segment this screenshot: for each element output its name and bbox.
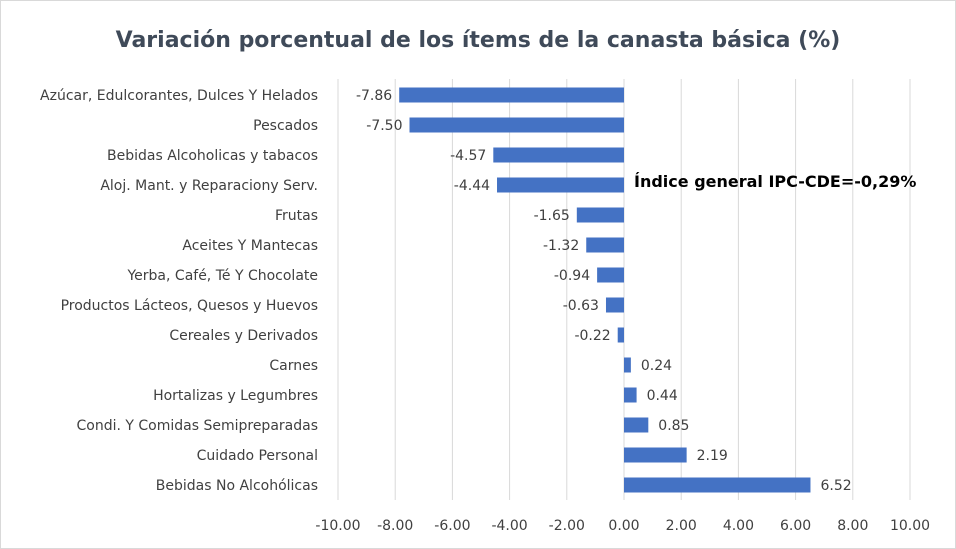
data-label: -0.63: [563, 298, 599, 314]
data-labels: -7.86 -7.50 -4.57 -4.44 -1.65 -1.32 -0.94 -0.63…: [356, 88, 852, 494]
bar: [576, 207, 624, 223]
bars: [399, 87, 811, 493]
category-labels: Azúcar, Edulcorantes, Dulces Y Helados Pe…: [40, 88, 318, 494]
x-tick-label: -10.00: [315, 518, 360, 534]
category-label: Productos Lácteos, Quesos y Huevos: [61, 298, 318, 314]
category-label: Pescados: [253, 118, 318, 134]
data-label: -7.50: [366, 118, 402, 134]
chart-title: Variación porcentual de los ítems de la …: [116, 28, 841, 53]
data-label: -1.65: [534, 208, 570, 224]
category-label: Bebidas Alcoholicas y tabacos: [107, 148, 318, 164]
x-tick-label: -2.00: [549, 518, 585, 534]
x-axis-tick-labels: -10.00 -8.00 -6.00 -4.00 -2.00 0.00 2.00 4.00 6.…: [315, 518, 930, 534]
category-label: Aloj. Mant. y Reparaciony Serv.: [100, 178, 318, 194]
gridlines: [337, 79, 911, 500]
bar: [493, 147, 624, 163]
category-label: Cereales y Derivados: [169, 328, 318, 344]
x-tick-label: -6.00: [434, 518, 470, 534]
data-label: -0.94: [554, 268, 590, 284]
data-label: -4.57: [450, 148, 486, 164]
bar: [624, 387, 637, 403]
bar: [624, 417, 649, 433]
x-tick-label: 8.00: [837, 518, 868, 534]
x-tick-label: 0.00: [608, 518, 639, 534]
bar: [624, 447, 687, 463]
data-label: -1.32: [543, 238, 579, 254]
category-label: Azúcar, Edulcorantes, Dulces Y Helados: [40, 88, 318, 104]
bar: [399, 87, 624, 103]
data-label: 2.19: [697, 448, 728, 464]
bar: [497, 177, 624, 193]
bar: [586, 237, 624, 253]
bar: [624, 477, 811, 493]
category-label: Bebidas No Alcohólicas: [156, 478, 318, 494]
category-label: Aceites Y Mantecas: [182, 238, 318, 254]
x-tick-label: 4.00: [723, 518, 754, 534]
category-label: Cuidado Personal: [197, 448, 318, 464]
category-label: Carnes: [269, 358, 318, 374]
data-label: 6.52: [820, 478, 851, 494]
data-label: 0.85: [658, 418, 689, 434]
x-tick-label: -8.00: [377, 518, 413, 534]
category-label: Yerba, Café, Té Y Chocolate: [126, 268, 318, 284]
category-label: Condi. Y Comidas Semipreparadas: [76, 418, 318, 434]
category-label: Hortalizas y Legumbres: [153, 388, 318, 404]
bar: [617, 327, 624, 343]
category-label: Frutas: [275, 208, 318, 224]
data-label: -7.86: [356, 88, 392, 104]
data-label: -0.22: [574, 328, 610, 344]
bar: [605, 297, 624, 313]
bar: [409, 117, 624, 133]
data-label: 0.24: [641, 358, 672, 374]
bar: [624, 357, 631, 373]
x-tick-label: -4.00: [491, 518, 527, 534]
ipc-annotation: Índice general IPC-CDE=-0,29%: [634, 172, 916, 191]
data-label: 0.44: [647, 388, 678, 404]
bar: [597, 267, 624, 283]
data-label: -4.44: [454, 178, 490, 194]
x-tick-label: 2.00: [666, 518, 697, 534]
x-tick-label: 10.00: [890, 518, 930, 534]
x-tick-label: 6.00: [780, 518, 811, 534]
